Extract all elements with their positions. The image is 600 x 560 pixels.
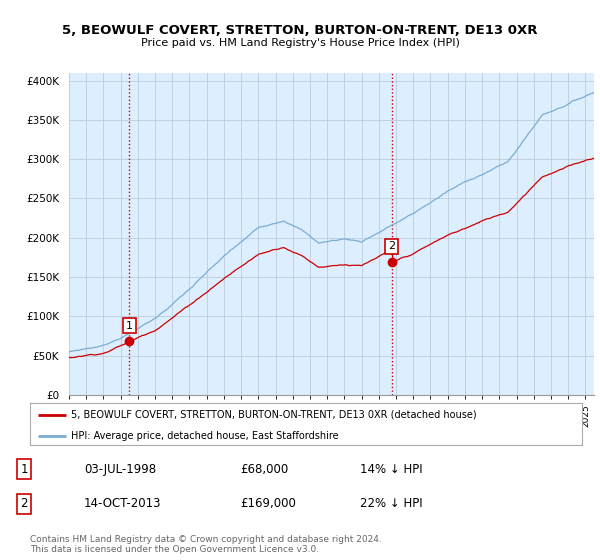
Text: 2: 2 xyxy=(388,241,395,251)
Text: 5, BEOWULF COVERT, STRETTON, BURTON-ON-TRENT, DE13 0XR (detached house): 5, BEOWULF COVERT, STRETTON, BURTON-ON-T… xyxy=(71,410,477,420)
Text: Contains HM Land Registry data © Crown copyright and database right 2024.
This d: Contains HM Land Registry data © Crown c… xyxy=(30,535,382,554)
Text: 2: 2 xyxy=(20,497,28,511)
Text: 14-OCT-2013: 14-OCT-2013 xyxy=(84,497,161,511)
Text: £169,000: £169,000 xyxy=(240,497,296,511)
Text: 1: 1 xyxy=(20,463,28,475)
Text: 03-JUL-1998: 03-JUL-1998 xyxy=(84,463,156,475)
Text: £68,000: £68,000 xyxy=(240,463,288,475)
Text: 1: 1 xyxy=(126,321,133,331)
Text: Price paid vs. HM Land Registry's House Price Index (HPI): Price paid vs. HM Land Registry's House … xyxy=(140,38,460,48)
Text: HPI: Average price, detached house, East Staffordshire: HPI: Average price, detached house, East… xyxy=(71,431,339,441)
Text: 14% ↓ HPI: 14% ↓ HPI xyxy=(360,463,422,475)
Text: 22% ↓ HPI: 22% ↓ HPI xyxy=(360,497,422,511)
Text: 5, BEOWULF COVERT, STRETTON, BURTON-ON-TRENT, DE13 0XR: 5, BEOWULF COVERT, STRETTON, BURTON-ON-T… xyxy=(62,24,538,37)
